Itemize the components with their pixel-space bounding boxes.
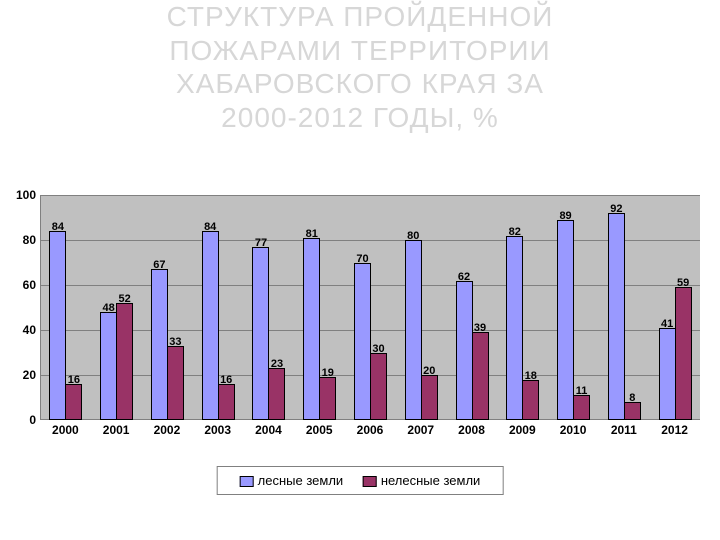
x-tick-label: 2010 — [560, 423, 587, 437]
bar — [65, 384, 82, 420]
bar-value-label: 16 — [214, 374, 238, 386]
bar-value-label: 19 — [316, 367, 340, 379]
bar-value-label: 77 — [249, 237, 273, 249]
bar — [49, 231, 66, 420]
chart: 8416485267338416772381197030802062398218… — [10, 195, 710, 495]
bar — [472, 332, 489, 420]
bar-value-label: 67 — [147, 259, 171, 271]
bar-value-label: 84 — [46, 221, 70, 233]
legend-item: нелесные земли — [363, 473, 481, 488]
bar-value-label: 8 — [620, 392, 644, 404]
legend: лесные земли нелесные земли — [217, 466, 504, 495]
y-tick-label: 0 — [10, 413, 36, 427]
bar-value-label: 23 — [265, 358, 289, 370]
bar — [167, 346, 184, 420]
bar — [421, 375, 438, 420]
bar — [659, 328, 676, 420]
legend-swatch-1 — [363, 476, 377, 487]
bar-value-label: 62 — [452, 271, 476, 283]
bar — [405, 240, 422, 420]
bar-value-label: 33 — [163, 336, 187, 348]
y-tick-label: 40 — [10, 323, 36, 337]
bar-value-label: 89 — [554, 210, 578, 222]
y-tick-label: 60 — [10, 278, 36, 292]
bar — [675, 287, 692, 420]
x-tick-label: 2002 — [154, 423, 181, 437]
bar-value-label: 30 — [367, 343, 391, 355]
bar-value-label: 11 — [570, 385, 594, 397]
bar — [354, 263, 371, 421]
bar-value-label: 81 — [300, 228, 324, 240]
bar-value-label: 16 — [62, 374, 86, 386]
bar-value-label: 18 — [519, 370, 543, 382]
bar — [522, 380, 539, 421]
bar — [608, 213, 625, 420]
legend-label: лесные земли — [258, 473, 344, 488]
bar — [624, 402, 641, 420]
bar-value-label: 84 — [198, 221, 222, 233]
bar-value-label: 59 — [671, 277, 695, 289]
x-tick-label: 2006 — [357, 423, 384, 437]
x-tick-label: 2007 — [407, 423, 434, 437]
bar — [218, 384, 235, 420]
legend-label: нелесные земли — [381, 473, 481, 488]
x-tick-label: 2000 — [52, 423, 79, 437]
bar — [268, 368, 285, 420]
bar-value-label: 70 — [351, 253, 375, 265]
chart-title: СТРУКТУРА ПРОЙДЕННОЙ ПОЖАРАМИ ТЕРРИТОРИИ… — [50, 0, 670, 134]
bar — [506, 236, 523, 421]
x-tick-label: 2011 — [611, 423, 637, 437]
y-tick-label: 100 — [10, 188, 36, 202]
bar-value-label: 52 — [113, 293, 137, 305]
bar — [100, 312, 117, 420]
y-tick-label: 80 — [10, 233, 36, 247]
x-tick-label: 2004 — [255, 423, 282, 437]
y-tick-label: 20 — [10, 368, 36, 382]
bar — [573, 395, 590, 420]
x-tick-label: 2012 — [661, 423, 688, 437]
bar — [456, 281, 473, 421]
bar — [202, 231, 219, 420]
bar-value-label: 20 — [417, 365, 441, 377]
bar — [319, 377, 336, 420]
bar-value-label: 80 — [401, 230, 425, 242]
x-tick-label: 2005 — [306, 423, 333, 437]
x-tick-label: 2003 — [204, 423, 231, 437]
bar-value-label: 82 — [503, 226, 527, 238]
legend-item: лесные земли — [240, 473, 344, 488]
x-tick-label: 2001 — [103, 423, 130, 437]
bar — [303, 238, 320, 420]
bars-layer: 8416485267338416772381197030802062398218… — [40, 195, 700, 420]
x-tick-label: 2009 — [509, 423, 536, 437]
bar — [252, 247, 269, 420]
x-tick-label: 2008 — [458, 423, 485, 437]
bar-value-label: 39 — [468, 322, 492, 334]
bar — [370, 353, 387, 421]
bar-value-label: 92 — [604, 203, 628, 215]
legend-swatch-0 — [240, 476, 254, 487]
bar — [116, 303, 133, 420]
